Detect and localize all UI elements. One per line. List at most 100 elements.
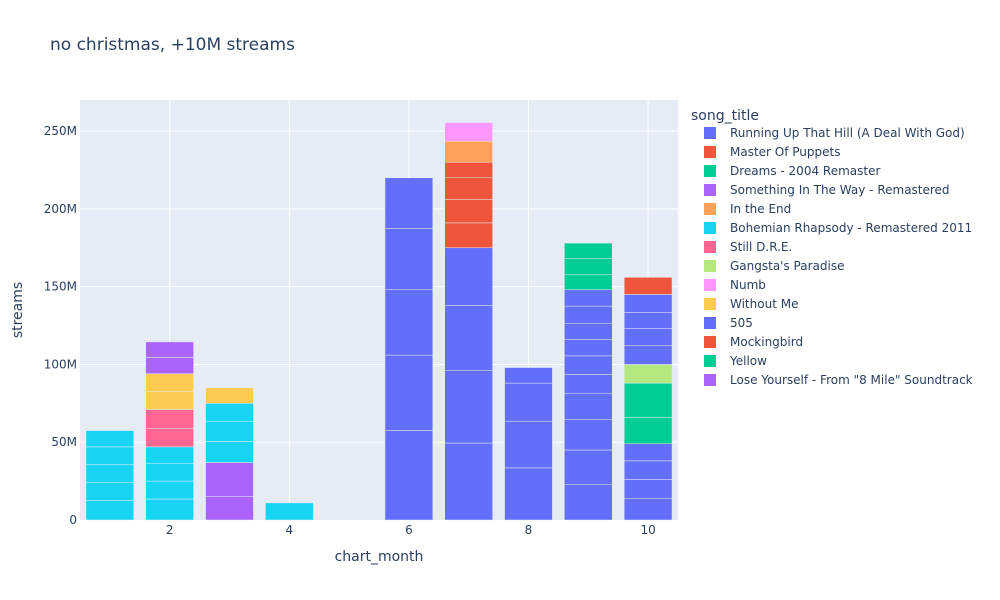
- legend-item[interactable]: Something In The Way - Remastered: [704, 183, 950, 197]
- legend-swatch: [704, 298, 716, 310]
- legend-swatch: [704, 279, 716, 291]
- legend-label: Without Me: [730, 297, 798, 311]
- bar-segment: [564, 322, 613, 340]
- legend-title: song_title: [691, 108, 759, 124]
- bar-segment: [145, 498, 194, 521]
- bar-segment: [265, 502, 314, 521]
- legend-item[interactable]: 505: [704, 316, 753, 330]
- x-tick-label: 8: [525, 523, 533, 537]
- legend-item[interactable]: Mockingbird: [704, 335, 803, 349]
- legend-label: Lose Yourself - From "8 Mile" Soundtrack: [730, 373, 973, 387]
- bar-segment: [384, 228, 434, 291]
- legend-label: Running Up That Hill (A Deal With God): [730, 126, 965, 140]
- y-tick-label: 150M: [44, 280, 77, 294]
- legend-label: Master Of Puppets: [730, 145, 840, 159]
- legend-swatch: [704, 127, 716, 139]
- bar-segment: [145, 341, 194, 358]
- bar-segment: [205, 441, 254, 463]
- bar-segment: [444, 161, 493, 179]
- chart-title: no christmas, +10M streams: [50, 35, 295, 55]
- y-tick-label: 50M: [51, 435, 77, 449]
- bar-segment: [564, 258, 613, 275]
- bar-segment: [564, 355, 613, 375]
- bar-segment: [145, 462, 194, 482]
- legend-swatch: [704, 355, 716, 367]
- bar-segment: [564, 242, 613, 259]
- legend-item[interactable]: Numb: [704, 278, 766, 292]
- legend-swatch: [704, 317, 716, 329]
- legend-item[interactable]: In the End: [704, 202, 791, 216]
- legend-label: Gangsta's Paradise: [730, 259, 844, 273]
- legend-label: Numb: [730, 278, 766, 292]
- legend-swatch: [704, 222, 716, 234]
- bar-segment: [205, 403, 254, 422]
- bar-segment: [504, 367, 553, 384]
- legend-item[interactable]: Bohemian Rhapsody - Remastered 2011: [704, 221, 972, 235]
- bars: [85, 122, 673, 521]
- bar-segment: [623, 294, 673, 313]
- bar-segment: [623, 328, 673, 347]
- bar-segment: [444, 199, 493, 224]
- bar-segment: [504, 467, 553, 521]
- legend-item[interactable]: Without Me: [704, 297, 798, 311]
- bar-segment: [504, 420, 553, 469]
- bar-segment: [85, 464, 135, 483]
- legend-label: Mockingbird: [730, 335, 803, 349]
- bar-segment: [623, 382, 673, 418]
- bar-segment: [384, 289, 434, 356]
- x-axis-title: chart_month: [335, 549, 424, 565]
- legend-swatch: [704, 146, 716, 158]
- x-tick-label: 4: [285, 523, 293, 537]
- x-tick-label: 2: [166, 523, 174, 537]
- legend-item[interactable]: Still D.R.E.: [704, 240, 792, 254]
- tick-labels: 0 50M 100M 150M 200M 250M 2 4 6 8 10: [44, 124, 656, 537]
- legend-item[interactable]: Lose Yourself - From "8 Mile" Soundtrack: [704, 373, 973, 387]
- bar-segment: [564, 289, 613, 307]
- bar-segment: [444, 222, 493, 249]
- legend-swatch: [704, 165, 716, 177]
- bar-segment: [85, 430, 135, 448]
- bar-segment: [444, 247, 493, 306]
- legend-label: In the End: [730, 202, 791, 216]
- bar-segment: [145, 373, 194, 392]
- bar-segment: [444, 177, 493, 200]
- y-axis-title: streams: [10, 282, 26, 338]
- legend: song_title Running Up That Hill (A Deal …: [691, 108, 973, 387]
- legend-item[interactable]: Running Up That Hill (A Deal With God): [704, 126, 965, 140]
- bar-segment: [504, 382, 553, 422]
- bar-segment: [564, 419, 613, 451]
- legend-swatch: [704, 241, 716, 253]
- bar-segment: [564, 374, 613, 394]
- legend-label: Still D.R.E.: [730, 240, 792, 254]
- bar-segment: [444, 122, 493, 142]
- legend-item[interactable]: Yellow: [704, 354, 767, 368]
- bar-segment: [145, 409, 194, 429]
- bar-segment: [205, 387, 254, 404]
- bar-segment: [444, 442, 493, 521]
- legend-label: Yellow: [729, 354, 767, 368]
- bar-segment: [623, 497, 673, 521]
- legend-item[interactable]: Gangsta's Paradise: [704, 259, 844, 273]
- bar-segment: [623, 312, 673, 329]
- bar-segment: [564, 339, 613, 357]
- bar-segment: [145, 446, 194, 464]
- bar-segment: [623, 443, 673, 462]
- bar-segment: [564, 273, 613, 291]
- bar-segment: [623, 417, 673, 445]
- bar-segment: [145, 357, 194, 375]
- bar-segment: [564, 449, 613, 485]
- bar-segment: [564, 305, 613, 324]
- legend-item[interactable]: Master Of Puppets: [704, 145, 840, 159]
- legend-swatch: [704, 260, 716, 272]
- bar-segment: [205, 462, 254, 497]
- legend-swatch: [704, 184, 716, 196]
- bar-segment: [145, 480, 194, 500]
- x-tick-label: 6: [405, 523, 413, 537]
- legend-item[interactable]: Dreams - 2004 Remaster: [704, 164, 880, 178]
- legend-swatch: [704, 336, 716, 348]
- bar-segment: [145, 391, 194, 410]
- bar-segment: [623, 479, 673, 499]
- bar-segment: [444, 140, 493, 163]
- bar-segment: [205, 496, 254, 521]
